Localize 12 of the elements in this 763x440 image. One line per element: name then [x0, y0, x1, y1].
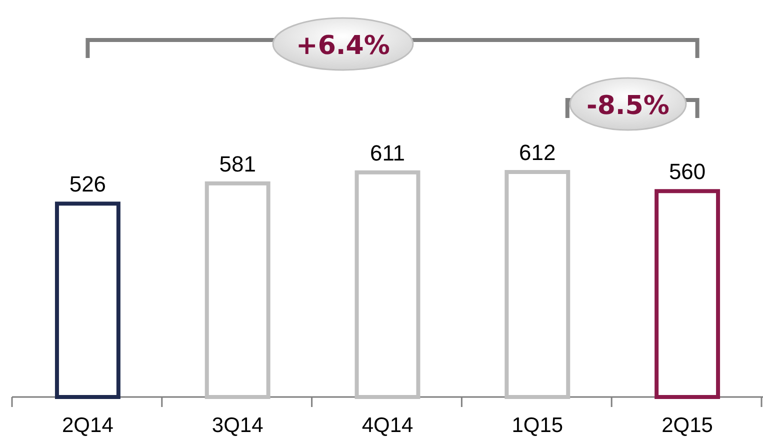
- x-tick-label: 1Q15: [512, 414, 564, 437]
- text: -8.5%: [586, 91, 670, 121]
- data-label: 612: [519, 140, 556, 165]
- data-label: 526: [69, 172, 106, 197]
- x-tick-label: 2Q14: [62, 414, 114, 437]
- x-tick-label: 4Q14: [362, 414, 414, 437]
- data-label: 581: [219, 151, 256, 176]
- data-label: 560: [668, 159, 706, 184]
- data-label: 611: [370, 140, 406, 166]
- x-tick-label: 2Q15: [662, 414, 713, 437]
- text: +6.4%: [296, 31, 390, 61]
- x-tick-label: 3Q14: [212, 414, 264, 437]
